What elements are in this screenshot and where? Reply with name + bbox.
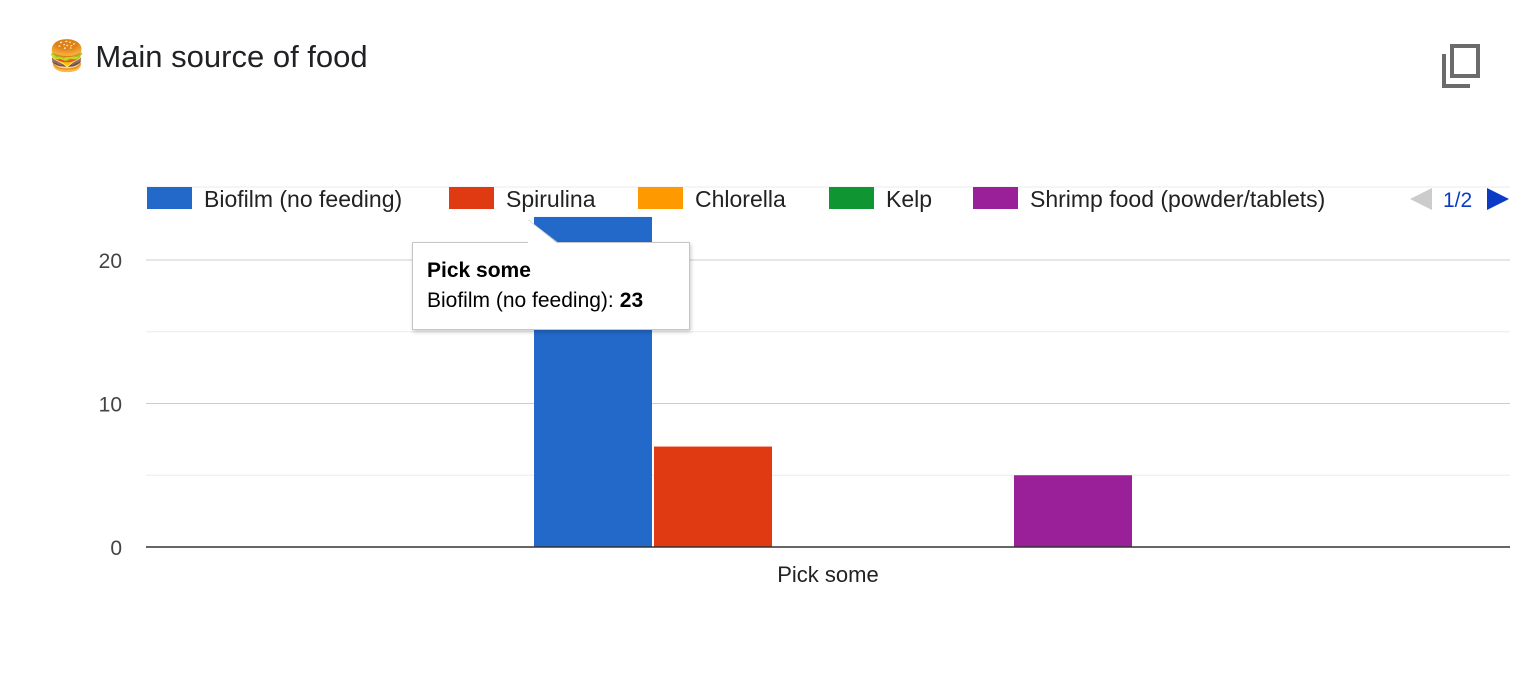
gridlines bbox=[146, 186, 1510, 476]
triangle-right-icon[interactable] bbox=[1487, 188, 1509, 210]
legend-swatch bbox=[973, 187, 1018, 209]
tooltip-value: 23 bbox=[619, 289, 644, 312]
tooltip-row: Biofilm (no feeding): 23 bbox=[427, 289, 675, 313]
legend-label[interactable]: Shrimp food (powder/tablets) bbox=[1030, 186, 1325, 212]
bar-shrimp-food-powder-tablets[interactable] bbox=[1014, 475, 1132, 547]
legend-swatch bbox=[449, 187, 494, 209]
legend-swatch bbox=[638, 187, 683, 209]
y-axis: 0 10 20 bbox=[99, 250, 122, 560]
y-tick-label: 20 bbox=[99, 250, 122, 273]
legend-label[interactable]: Chlorella bbox=[695, 186, 786, 212]
legend-label[interactable]: Kelp bbox=[886, 186, 932, 212]
bar-spirulina[interactable] bbox=[654, 446, 772, 547]
legend-page-label: 1/2 bbox=[1443, 189, 1472, 212]
y-tick-label: 0 bbox=[110, 537, 122, 560]
triangle-left-icon[interactable] bbox=[1410, 188, 1432, 210]
burger-icon: 🍔 bbox=[48, 39, 86, 74]
legend: Biofilm (no feeding) Spirulina Chlorella Ke… bbox=[147, 186, 1325, 212]
tooltip-series: Biofilm (no feeding): bbox=[427, 289, 614, 312]
legend-label[interactable]: Biofilm (no feeding) bbox=[204, 186, 402, 212]
chart-title: Main source of food bbox=[95, 39, 368, 74]
copy-icon[interactable] bbox=[1436, 40, 1486, 90]
y-tick-label: 10 bbox=[99, 394, 122, 417]
tooltip: Pick some Biofilm (no feeding): 23 bbox=[412, 242, 690, 330]
chart-header: 🍔 Main source of food bbox=[48, 34, 368, 80]
legend-label[interactable]: Spirulina bbox=[506, 186, 596, 212]
category-label: Pick some bbox=[777, 562, 878, 587]
legend-pagination: 1/2 bbox=[1410, 188, 1509, 212]
tooltip-title: Pick some bbox=[427, 259, 531, 282]
legend-swatch bbox=[829, 187, 874, 209]
legend-swatch bbox=[147, 187, 192, 209]
tooltip-pointer bbox=[528, 220, 558, 244]
